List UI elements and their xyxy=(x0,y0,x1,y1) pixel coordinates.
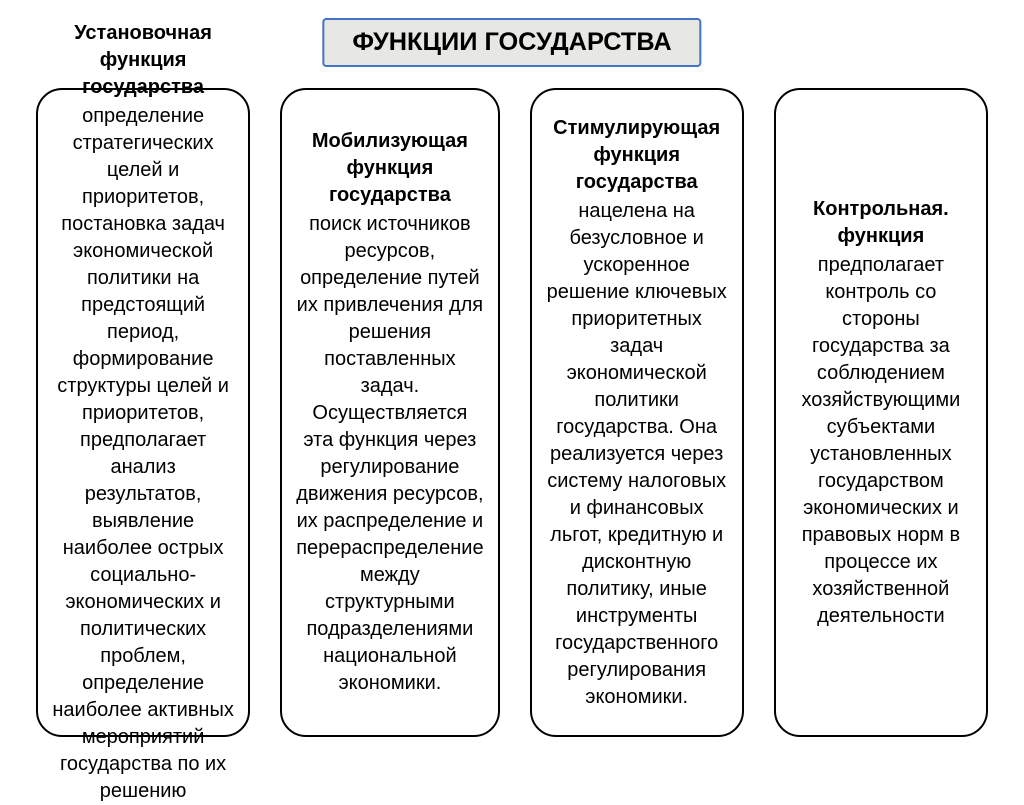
card-3: Стимулирующая функция государства нацеле… xyxy=(530,88,744,737)
card-3-body: нацелена на безусловное и ускоренное реш… xyxy=(546,198,728,711)
card-1: Установочная функция государства определ… xyxy=(36,88,250,737)
card-2-body: поиск источников ресурсов, определение п… xyxy=(296,211,483,697)
cards-container: Установочная функция государства определ… xyxy=(0,88,1024,767)
card-4-title: Контрольная. функция xyxy=(790,196,972,250)
card-2: Мобилизующая функция государства поиск и… xyxy=(280,88,499,737)
card-2-title: Мобилизующая функция государства xyxy=(296,128,483,209)
card-1-body: определение стратегических целей и приор… xyxy=(52,103,234,805)
card-3-title: Стимулирующая функция государства xyxy=(546,115,728,196)
card-4-body: предполагает контроль со стороны государ… xyxy=(790,252,972,630)
page-title-box: ФУНКЦИИ ГОСУДАРСТВА xyxy=(322,18,701,67)
card-1-title: Установочная функция государства xyxy=(52,20,234,101)
page-title-text: ФУНКЦИИ ГОСУДАРСТВА xyxy=(352,28,671,56)
card-4: Контрольная. функция предполагает контро… xyxy=(774,88,988,737)
